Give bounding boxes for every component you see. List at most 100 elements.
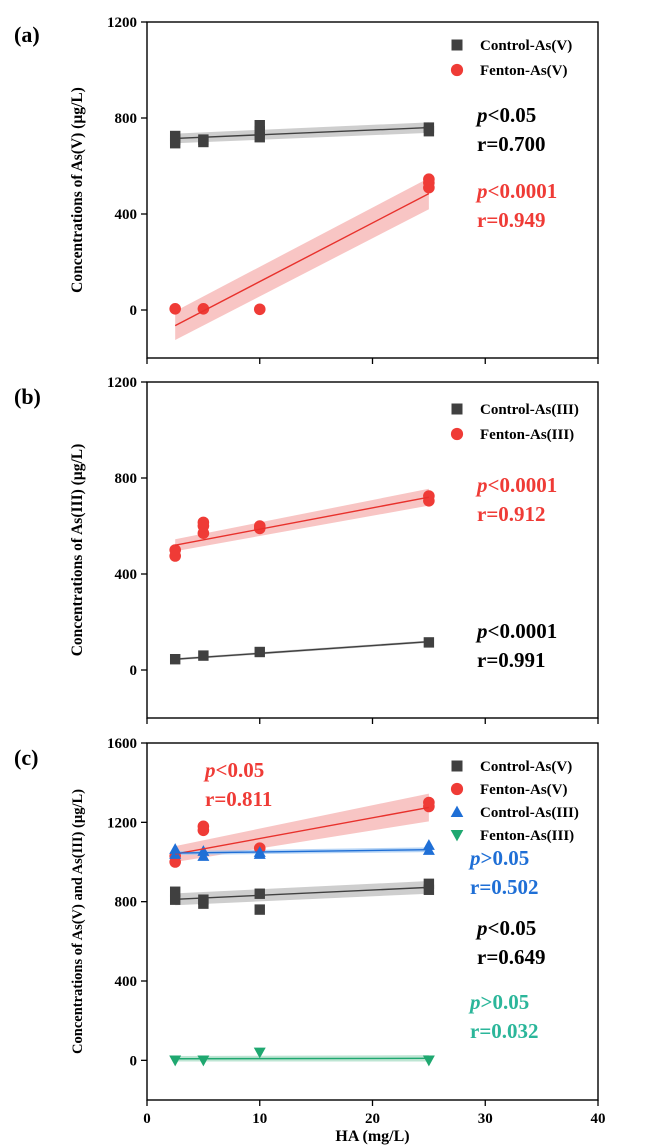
panel-label: (a) (14, 22, 40, 47)
stats-annotation: p<0.0001 r=0.991 (475, 619, 557, 672)
data-point (254, 120, 265, 131)
data-point (198, 650, 209, 661)
r-value-label: r=0.502 (470, 875, 539, 899)
series-control-as-v- (169, 878, 435, 915)
p-value-label: p<0.0001 (475, 619, 557, 643)
panel-b: 0 400 800 1200 Concentrations of As(III) (µg… (14, 375, 599, 724)
panel-label: (b) (14, 384, 41, 409)
legend: Control-As(V) Fenton-As(V) (450, 38, 572, 79)
r-value-label: r=0.700 (477, 132, 546, 156)
legend-label: Control-As(III) (480, 402, 579, 418)
fit-line-0 (175, 126, 429, 140)
data-point (169, 130, 181, 142)
stats-annotation: p<0.0001 r=0.949 (475, 179, 557, 232)
legend-label: Fenton-As(V) (480, 782, 568, 798)
data-point (197, 820, 210, 833)
y-tick-label: 800 (115, 471, 138, 487)
legend-label: Control-As(V) (480, 38, 572, 54)
x-tick-label: 20 (365, 1111, 380, 1127)
legend-marker (450, 427, 464, 441)
data-point (197, 516, 210, 529)
panel-label: (c) (14, 745, 38, 770)
r-value-label: r=0.949 (477, 208, 546, 232)
x-tick-label: 30 (478, 1111, 493, 1127)
r-value-label: r=0.032 (470, 1019, 539, 1043)
data-point (253, 1047, 266, 1059)
x-tick-label: 0 (143, 1111, 151, 1127)
p-value-label: p>0.05 (468, 846, 529, 870)
x-tick-label: 10 (252, 1111, 267, 1127)
panel-a: 0 400 800 1200 Concentrations of As(V) (µg/L… (14, 15, 599, 364)
data-point (423, 637, 435, 648)
confidence-band-1 (175, 488, 429, 552)
fit-line-1 (175, 806, 430, 855)
y-axis-label: Concentrations of As(III) (µg/L) (69, 444, 86, 657)
fit-line-1 (174, 192, 430, 327)
legend-label: Fenton-As(V) (480, 63, 568, 79)
fit-line-1 (175, 496, 430, 546)
data-point (253, 303, 266, 316)
y-axis-label: Concentrations of As(V) (µg/L) (69, 87, 86, 293)
legend: Control-As(V) Fenton-As(V) Control-As(III)… (450, 759, 579, 844)
y-tick-label: 1200 (107, 15, 137, 31)
fit-line-0 (175, 640, 429, 660)
data-point (169, 894, 181, 905)
legend-marker (451, 760, 463, 772)
data-point (423, 878, 435, 890)
series-fenton-as-iii- (169, 490, 435, 562)
y-tick-label: 800 (115, 111, 138, 127)
y-tick-label: 400 (115, 567, 138, 583)
data-point (254, 904, 265, 915)
data-point (423, 796, 435, 809)
p-value-label: p>0.05 (468, 990, 529, 1014)
data-point (169, 303, 181, 315)
r-value-label: r=0.912 (477, 502, 546, 526)
stats-annotation: p<0.05 r=0.700 (475, 103, 546, 156)
legend-marker (450, 805, 464, 818)
series-fenton-as-v- (169, 173, 435, 316)
y-tick-label: 0 (130, 303, 138, 319)
r-value-label: r=0.811 (205, 787, 272, 811)
stats-annotation: p<0.05 r=0.811 (203, 758, 272, 811)
legend-marker (450, 782, 464, 796)
r-value-label: r=0.991 (477, 648, 546, 672)
x-axis-label: HA (mg/L) (335, 1128, 409, 1145)
stats-annotation: p<0.05 r=0.649 (475, 916, 546, 969)
p-value-label: p<0.0001 (475, 473, 557, 497)
data-point (198, 894, 209, 905)
p-value-label: p<0.05 (475, 916, 536, 940)
legend-label: Fenton-As(III) (480, 427, 574, 443)
p-value-label: p<0.05 (475, 103, 536, 127)
data-point (254, 132, 265, 143)
r-value-label: r=0.649 (477, 945, 546, 969)
legend-marker (451, 403, 463, 415)
confidence-band-1 (175, 793, 429, 862)
data-point (423, 884, 435, 895)
legend-marker (450, 63, 464, 77)
legend-marker (450, 829, 464, 842)
data-point (422, 839, 435, 850)
y-tick-label: 400 (115, 974, 138, 990)
data-point (254, 126, 265, 137)
data-point (423, 490, 435, 502)
p-value-label: p<0.05 (203, 758, 264, 782)
stats-annotation: p>0.05 r=0.032 (468, 990, 539, 1043)
y-tick-label: 800 (115, 895, 138, 911)
panel-c: 0 400 800 1200 1600 0 10 20 30 40 Concentrations o… (14, 736, 606, 1145)
data-point (169, 544, 181, 556)
y-tick-label: 0 (130, 663, 138, 679)
data-point (423, 173, 435, 185)
y-tick-label: 1200 (107, 815, 137, 831)
legend-marker (451, 39, 463, 51)
legend: Control-As(III) Fenton-As(III) (450, 402, 579, 443)
stats-annotation: p>0.05 r=0.502 (468, 846, 539, 899)
p-value-label: p<0.0001 (475, 179, 557, 203)
y-tick-label: 0 (130, 1053, 138, 1069)
stats-annotation: p<0.0001 r=0.912 (475, 473, 557, 526)
y-axis-label: Concentrations of As(V) and As(III) (µg/… (70, 789, 86, 1054)
y-tick-label: 1200 (107, 375, 137, 391)
legend-label: Control-As(V) (480, 759, 572, 775)
fit-line-2 (175, 849, 429, 854)
data-point (254, 888, 265, 899)
